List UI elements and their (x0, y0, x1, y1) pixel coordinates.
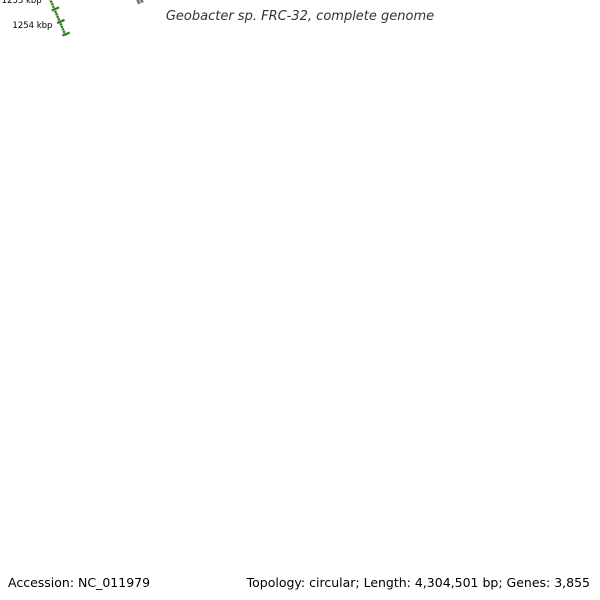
tick-dot (60, 25, 64, 29)
tick-major (56, 18, 65, 25)
tick-label: 1254 kbp (12, 21, 52, 31)
genome-title: Geobacter sp. FRC-32, complete genome (165, 9, 435, 24)
tick-dot (54, 10, 58, 14)
tick-dot (49, 0, 53, 4)
tick-dot (57, 17, 61, 21)
genome-summary-text: Topology: circular; Length: 4,304,501 bp… (246, 575, 590, 590)
tick-dot (50, 2, 54, 6)
tick-dot (55, 12, 59, 16)
tick-major (61, 31, 71, 37)
tick-label: 1253 kbp (2, 0, 42, 6)
tick-dot (61, 27, 65, 31)
tick-dot (51, 5, 55, 9)
accession-text: Accession: NC_011979 (8, 575, 151, 590)
tick-dot (62, 30, 66, 34)
tick-ring: 1245 kbp1246 kbp1247 kbp1248 kbp1249 kbp… (2, 0, 71, 37)
tick-dot (56, 15, 60, 19)
tick-major (51, 6, 60, 12)
tick-dot (59, 22, 63, 26)
